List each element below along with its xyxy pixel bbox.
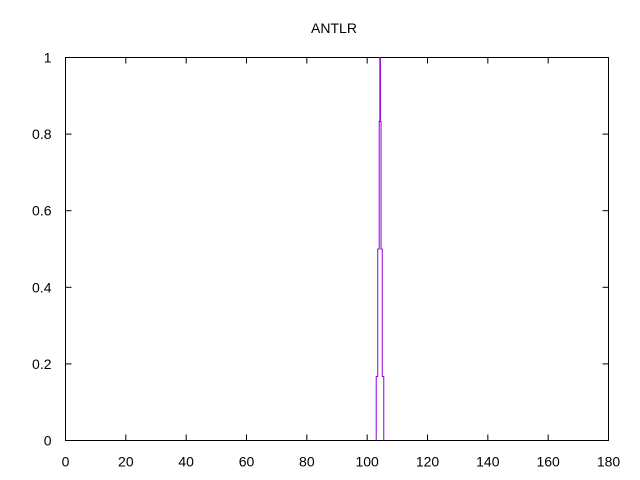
y-tick-label: 0.6 — [32, 203, 52, 219]
plot-frame — [65, 57, 609, 441]
series-group — [375, 57, 385, 441]
y-tick-label: 0.8 — [32, 126, 52, 142]
y-tick-label: 0.4 — [32, 279, 52, 295]
x-tick-label: 140 — [476, 454, 500, 470]
x-tick-label: 100 — [355, 454, 379, 470]
x-tick-label: 40 — [178, 454, 194, 470]
y-axis: 0 0.2 0.4 0.6 0.8 1 — [32, 50, 609, 449]
y-tick-label: 1 — [44, 50, 52, 66]
x-tick-label: 0 — [62, 454, 70, 470]
series-line — [375, 57, 385, 441]
x-tick-label: 180 — [597, 454, 621, 470]
x-axis: 0 20 40 60 80 100 120 140 160 180 — [62, 57, 621, 470]
y-tick-label: 0 — [44, 433, 52, 449]
x-tick-label: 20 — [118, 454, 134, 470]
chart-title: ANTLR — [311, 20, 357, 36]
y-tick-label: 0.2 — [32, 356, 52, 372]
x-tick-label: 120 — [416, 454, 440, 470]
x-tick-label: 80 — [299, 454, 315, 470]
x-tick-label: 160 — [536, 454, 560, 470]
x-tick-label: 60 — [239, 454, 255, 470]
